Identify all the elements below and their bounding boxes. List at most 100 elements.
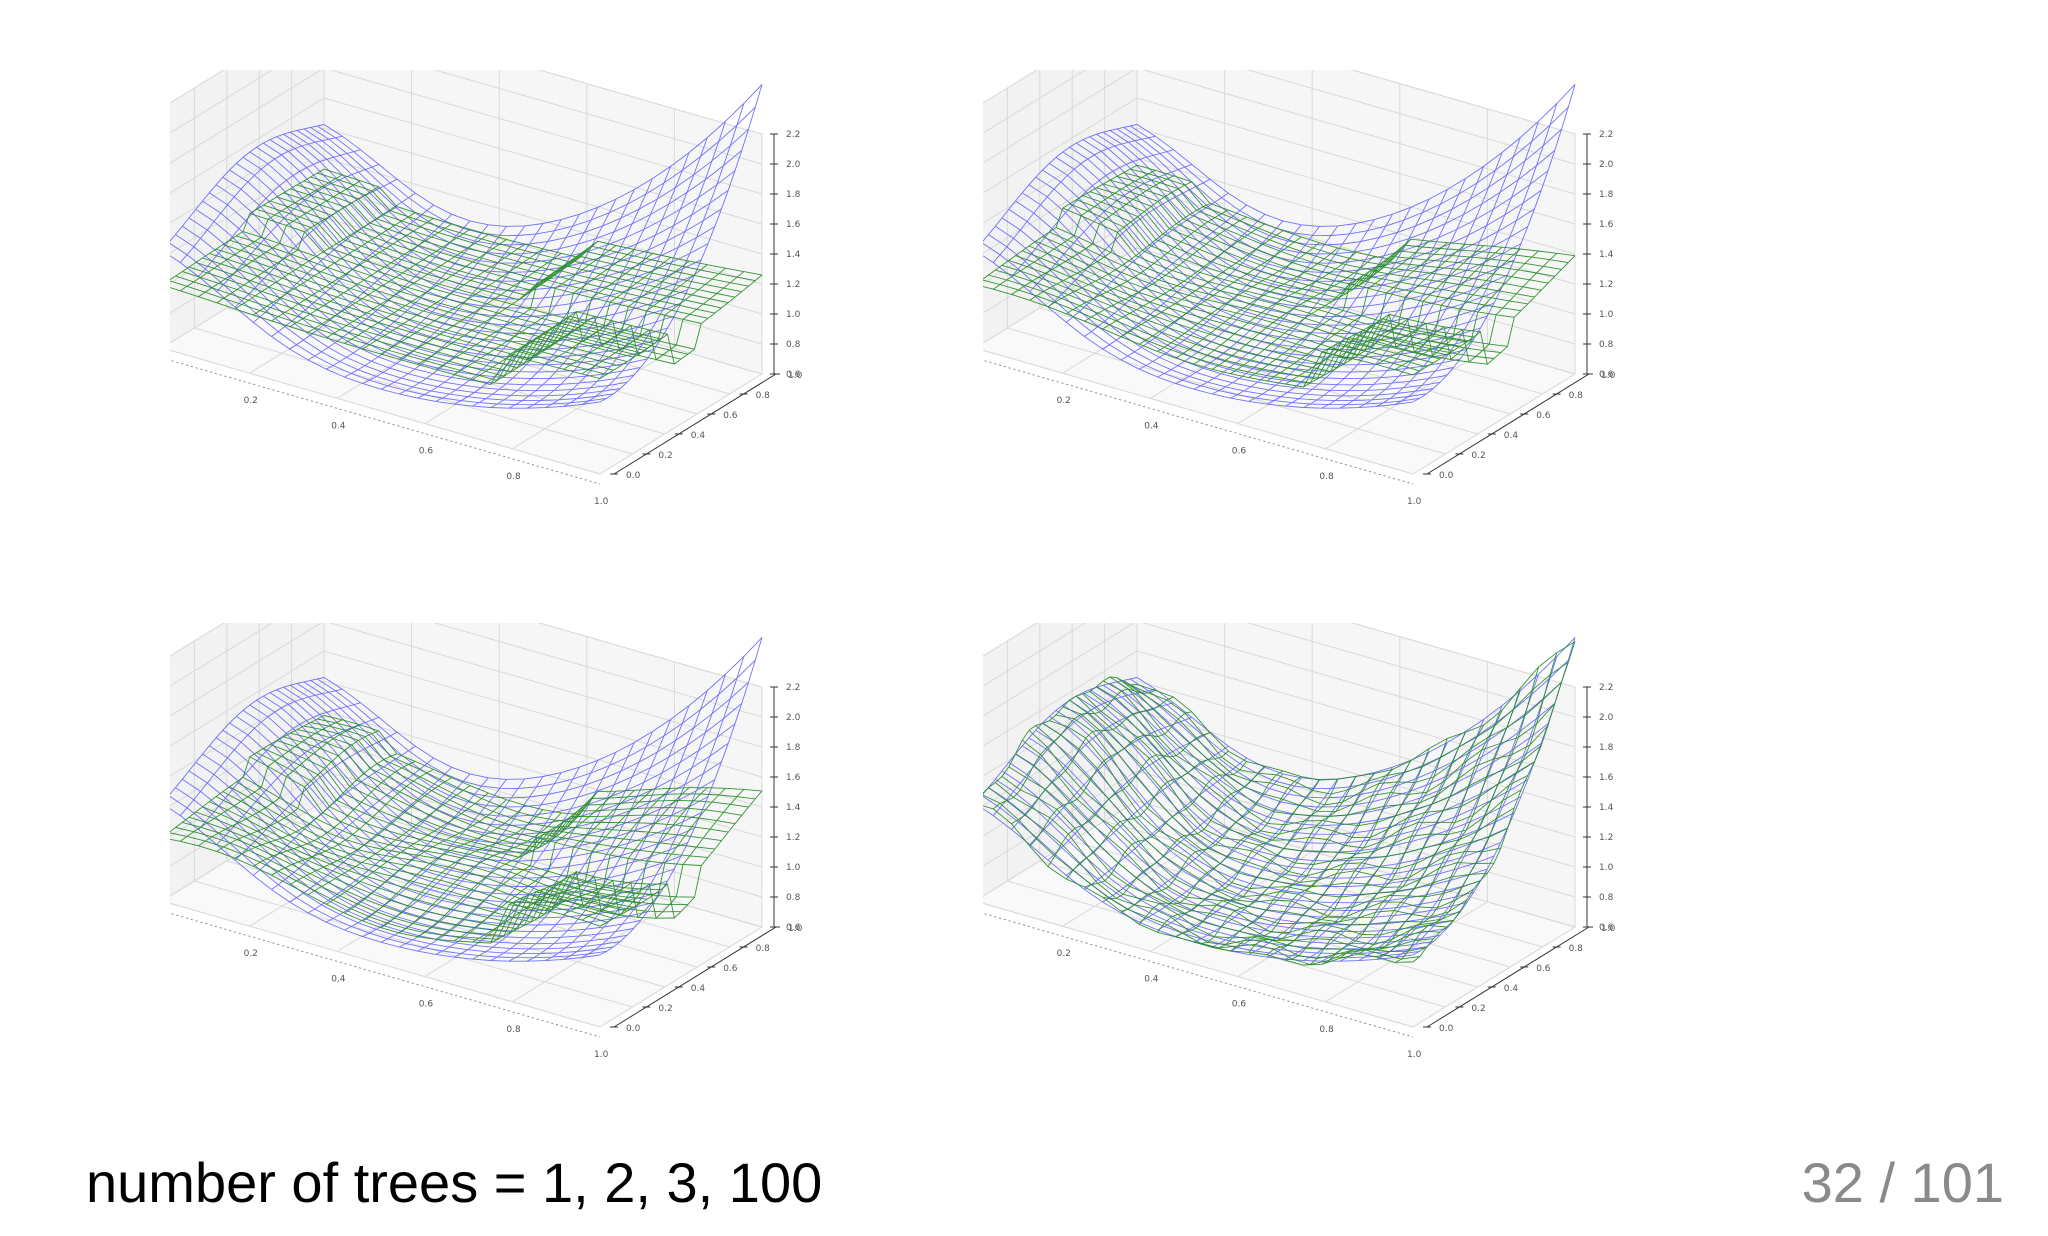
model-surface-line <box>1412 255 1576 376</box>
y-tick-label: 1.0 <box>1601 924 1616 934</box>
z-tick-label: 2.0 <box>1599 160 1614 170</box>
y-tick-label: 0.4 <box>1504 431 1519 441</box>
y-tick-label: 1.0 <box>1601 371 1616 381</box>
z-tick-label: 2.2 <box>1599 683 1613 693</box>
gridline <box>983 710 1576 838</box>
y-tick-label: 0.8 <box>756 391 771 401</box>
x-tick-label: 0.6 <box>419 447 434 457</box>
target-surface-line <box>1136 84 1576 227</box>
x-tick-label: 0.2 <box>1057 949 1071 959</box>
z-tick-label: 1.0 <box>1599 310 1614 320</box>
gridline <box>983 127 1576 255</box>
x-tick-label: 1.0 <box>1407 497 1422 507</box>
y-tick-label: 0.6 <box>723 964 738 974</box>
gridline <box>226 307 665 435</box>
gridline <box>1412 373 1576 475</box>
gridline <box>170 70 763 165</box>
y-tick-label: 0.6 <box>1536 411 1551 421</box>
tick-labels: 0.00.20.40.60.81.00.00.20.40.60.81.00.60… <box>170 683 803 1060</box>
y-tick-label: 0.0 <box>1439 1024 1454 1034</box>
gridline <box>983 623 1576 748</box>
x-tick-label: 0.6 <box>1232 1000 1247 1010</box>
gridline <box>1325 901 1488 1003</box>
y-tick-label: 0.2 <box>658 1004 672 1014</box>
model-surface-line <box>1394 252 1558 370</box>
target-surface-line <box>599 637 763 956</box>
surface-plot-2-trees: 0.00.20.40.60.81.00.00.20.40.60.81.00.60… <box>983 70 1733 620</box>
z-tick-label: 0.6 <box>786 923 801 933</box>
x-tick-label: 1.0 <box>594 1050 609 1060</box>
y-axis <box>1426 373 1590 475</box>
z-tick-label: 1.2 <box>786 833 800 843</box>
gridline <box>170 70 763 135</box>
gridline <box>599 926 763 1028</box>
y-tick-label: 0.4 <box>691 984 706 994</box>
z-tick-label: 2.2 <box>1599 130 1613 140</box>
gridline <box>983 70 1576 195</box>
gridline <box>170 349 601 475</box>
z-tick-label: 1.4 <box>786 250 801 260</box>
model-surface <box>983 641 1576 966</box>
model-surface-line <box>1358 248 1521 361</box>
z-tick-label: 0.8 <box>1599 340 1614 350</box>
y-tick-label: 0.4 <box>691 431 706 441</box>
y-tick-label: 0.4 <box>1504 984 1519 994</box>
x-tick-label: 0.0 <box>170 371 171 381</box>
target-surface-line <box>563 121 726 407</box>
gridline <box>983 157 1576 285</box>
y-tick-label: 1.0 <box>788 371 803 381</box>
model-surface-line <box>310 722 749 829</box>
z-tick-label: 1.0 <box>786 310 801 320</box>
gridline <box>1007 327 1446 455</box>
target-surface-line <box>310 127 749 246</box>
x-tick-label: 0.2 <box>1057 396 1071 406</box>
target-surface-line <box>310 680 749 799</box>
gridline <box>1072 840 1511 968</box>
model-surface-line <box>1116 175 1555 277</box>
target-surface-line <box>1376 674 1539 960</box>
surface-plot-svg: 0.00.20.40.60.81.00.00.20.40.60.81.00.60… <box>983 70 1616 507</box>
model-surface-line <box>1394 652 1558 963</box>
surface-plot-1-tree: 0.00.20.40.60.81.00.00.20.40.60.81.00.60… <box>170 70 920 620</box>
y-tick-label: 0.6 <box>723 411 738 421</box>
y-tick-label: 0.0 <box>626 1024 641 1034</box>
model-surface <box>170 168 763 386</box>
z-tick-label: 1.0 <box>786 863 801 873</box>
target-surface-line <box>1412 84 1576 403</box>
gridline <box>170 623 763 718</box>
target-surface-line <box>1123 127 1562 246</box>
model-surface-line <box>599 790 763 927</box>
gridline <box>249 272 412 374</box>
model-surface-line <box>1109 179 1549 284</box>
tick-labels: 0.00.20.40.60.81.00.00.20.40.60.81.00.60… <box>983 683 1616 1060</box>
z-tick-label: 1.2 <box>1599 280 1613 290</box>
gridline <box>1412 926 1576 1028</box>
model-surface <box>170 715 763 944</box>
model-surface-line <box>323 168 763 276</box>
model-surface-line <box>1358 688 1521 955</box>
model-surface-line <box>599 274 763 379</box>
gridline <box>194 880 633 1008</box>
model-surface-line <box>310 176 749 287</box>
x-tick-label: 0.0 <box>170 924 171 934</box>
z-tick-label: 2.2 <box>786 683 800 693</box>
model-surface-line <box>323 715 763 816</box>
y-axis <box>1426 926 1590 1028</box>
target-surface-line <box>1412 637 1576 956</box>
z-tick-label: 1.0 <box>1599 863 1614 873</box>
surface-plot-svg: 0.00.20.40.60.81.00.00.20.40.60.81.00.60… <box>983 623 1616 1060</box>
model-surface-line <box>1116 677 1556 812</box>
gridline <box>170 217 763 345</box>
gridline <box>194 327 633 455</box>
x-tick-label: 0.8 <box>506 1025 521 1035</box>
model-surface <box>983 164 1576 388</box>
z-tick-label: 0.6 <box>786 370 801 380</box>
target-surface-line <box>1130 659 1569 789</box>
gridline <box>983 680 1576 808</box>
gridline <box>512 901 675 1003</box>
gridline <box>983 70 1576 135</box>
target-surface-line <box>323 84 763 227</box>
z-tick-label: 0.8 <box>786 340 801 350</box>
model-surface-line <box>303 725 742 835</box>
y-tick-label: 0.2 <box>658 451 672 461</box>
